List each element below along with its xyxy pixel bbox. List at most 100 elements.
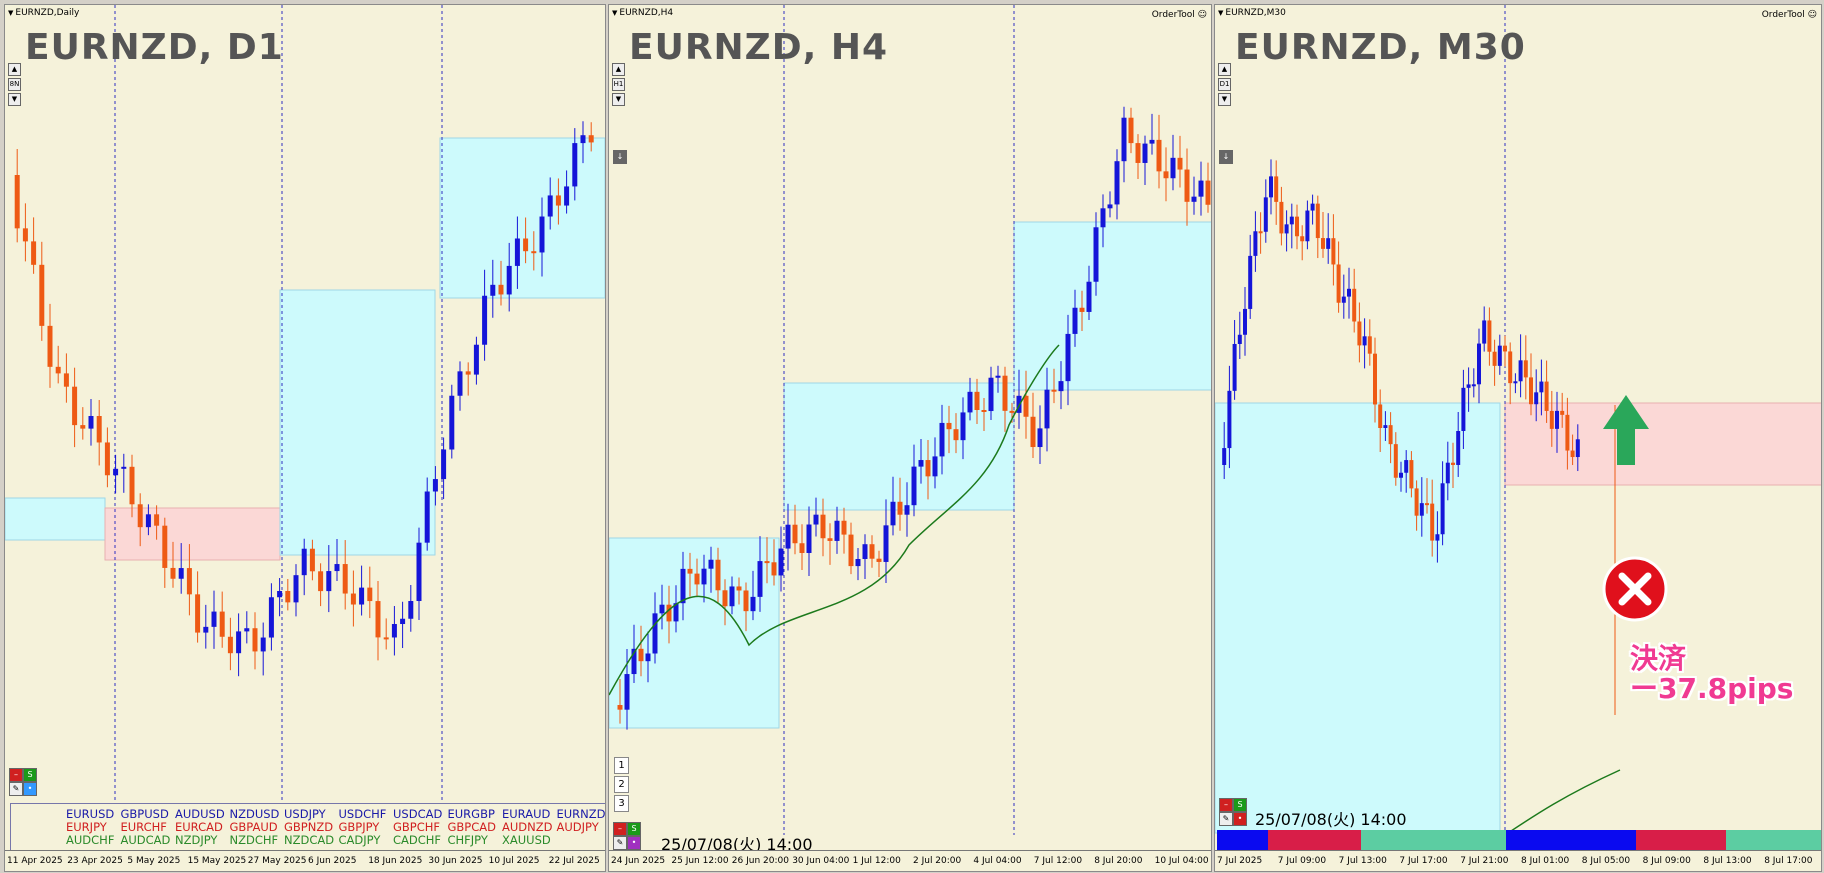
candle-body [792, 524, 798, 544]
candle-body [1284, 224, 1289, 234]
pair-button[interactable]: GBPJPY [338, 820, 380, 834]
candle-body [1419, 503, 1424, 516]
number-button-3[interactable]: 3 [614, 795, 629, 812]
pair-button[interactable]: NZDJPY [175, 833, 218, 847]
candle-body [1237, 334, 1242, 344]
candle-body [277, 590, 283, 598]
scroll-down-button[interactable]: ▼ [612, 93, 625, 106]
pair-button[interactable]: GBPCAD [447, 820, 497, 834]
candle-body [1295, 216, 1299, 237]
candle-body [375, 601, 381, 638]
chart-title: EURNZD, D1 [25, 27, 284, 68]
number-button-2[interactable]: 2 [614, 776, 629, 793]
tool-icon[interactable]: ✎ [613, 836, 627, 850]
candle-body [88, 416, 94, 429]
time-tick-label: 7 Jul 21:00 [1460, 856, 1509, 866]
number-button-1[interactable]: 1 [614, 757, 629, 774]
candle-body [1451, 462, 1455, 465]
pair-button[interactable]: EURJPY [66, 820, 107, 834]
pair-button[interactable]: EURCAD [175, 820, 223, 834]
tool-icon[interactable]: ✎ [1219, 812, 1233, 826]
pair-button[interactable]: NZDCHF [229, 833, 279, 847]
purple-tool-icon[interactable]: • [627, 836, 641, 850]
timeframe-button[interactable]: 8N [8, 78, 21, 91]
candle-body [564, 186, 570, 206]
pair-button[interactable]: USDJPY [284, 807, 326, 821]
candle-body [301, 548, 307, 576]
pair-button[interactable]: CADJPY [338, 833, 381, 847]
pair-button[interactable]: EURAUD [502, 807, 551, 821]
candle-body [1149, 139, 1155, 144]
pair-button[interactable]: EURUSD [66, 807, 115, 821]
scroll-down-button[interactable]: ▼ [8, 93, 21, 106]
minus-button[interactable]: – [9, 768, 23, 782]
minus-button[interactable]: – [1219, 798, 1233, 812]
pair-button[interactable]: GBPUSD [120, 807, 169, 821]
time-tick-label: 5 May 2025 [127, 856, 181, 866]
pair-button[interactable]: GBPAUD [229, 820, 278, 834]
candle-body [785, 524, 791, 549]
candle-body [113, 468, 119, 476]
candle-body [1100, 208, 1106, 228]
red-tool-icon[interactable]: • [1233, 812, 1247, 826]
scroll-up-button[interactable]: ▲ [1218, 63, 1231, 76]
candle-body [1156, 139, 1162, 172]
ordertool-label[interactable]: OrderTool ☺ [1761, 10, 1817, 20]
time-tick-label: 27 May 2025 [247, 856, 307, 866]
pair-button[interactable]: USDCAD [393, 807, 443, 821]
marker-icon[interactable]: ↓ [613, 150, 627, 164]
time-tick-label: 25 Jun 12:00 [671, 856, 729, 866]
candle-body [39, 264, 45, 326]
marker-icon[interactable]: ↓ [1219, 150, 1233, 164]
scroll-up-button[interactable]: ▲ [8, 63, 21, 76]
pair-button[interactable]: AUDNZD [502, 820, 553, 834]
candle-body [1378, 404, 1383, 428]
pair-button[interactable]: AUDCAD [120, 833, 171, 847]
pair-button[interactable]: USDCHF [338, 807, 387, 821]
candle-body [1289, 216, 1294, 225]
candle-body [555, 195, 561, 206]
scroll-up-button[interactable]: ▲ [612, 63, 625, 76]
blue-zone [1215, 402, 1501, 834]
pair-button[interactable]: AUDCHF [66, 833, 115, 847]
candle-body [1549, 410, 1554, 429]
pair-button[interactable]: GBPNZD [284, 820, 334, 834]
pair-button[interactable]: NZDUSD [229, 807, 280, 821]
minus-button[interactable]: – [613, 822, 627, 836]
s-button[interactable]: S [627, 822, 641, 836]
pair-button[interactable]: EURNZD [556, 807, 606, 821]
pair-button[interactable]: XAUUSD [502, 833, 551, 847]
chart-panel-h4[interactable]: ▼ EURNZD,H4 OrderTool ☺ EURNZD, H4 ▲ H1 ▼… [608, 4, 1212, 872]
tool-icon[interactable]: ✎ [9, 782, 23, 796]
candle-body [170, 567, 176, 579]
candle-body [890, 501, 896, 526]
s-button[interactable]: S [23, 768, 37, 782]
timeframe-button[interactable]: D1 [1218, 78, 1231, 91]
candle-body [1529, 377, 1533, 405]
timeframe-button[interactable]: H1 [612, 78, 625, 91]
candle-body [778, 548, 784, 576]
pair-button[interactable]: AUDJPY [556, 820, 599, 834]
candle-body [1388, 425, 1393, 445]
pair-button[interactable]: CADCHF [393, 833, 442, 847]
chart-panel-m30[interactable]: ▼ EURNZD,M30 OrderTool ☺ EURNZD, M30 ▲ D1… [1214, 4, 1822, 872]
pair-button[interactable]: AUDUSD [175, 807, 225, 821]
pair-button[interactable]: GBPCHF [393, 820, 441, 834]
time-tick-label: 26 Jun 20:00 [731, 856, 789, 866]
scroll-down-button[interactable]: ▼ [1218, 93, 1231, 106]
side-buttons: ▲ 8N ▼ [8, 63, 21, 108]
side-buttons: ▲ H1 ▼ [612, 63, 625, 108]
candle-body [764, 561, 770, 564]
pair-row: EURJPY EURCHF EURCAD GBPAUD GBPNZD GBPJPY GBPC… [11, 820, 605, 834]
pair-button[interactable]: EURCHF [120, 820, 167, 834]
ordertool-label[interactable]: OrderTool ☺ [1151, 10, 1207, 20]
candle-body [1404, 460, 1409, 473]
pair-button[interactable]: NZDCAD [284, 833, 335, 847]
chart-panel-d1[interactable]: ▼ EURNZD,Daily EURNZD, D1 ▲ 8N ▼ – S ✎ • … [4, 4, 606, 872]
pair-button[interactable]: CHFJPY [447, 833, 488, 847]
blue-tool-icon[interactable]: • [23, 782, 37, 796]
candle-body [236, 631, 242, 654]
s-button[interactable]: S [1233, 798, 1247, 812]
up-arrow-icon [1603, 395, 1649, 465]
pair-button[interactable]: EURGBP [447, 807, 495, 821]
